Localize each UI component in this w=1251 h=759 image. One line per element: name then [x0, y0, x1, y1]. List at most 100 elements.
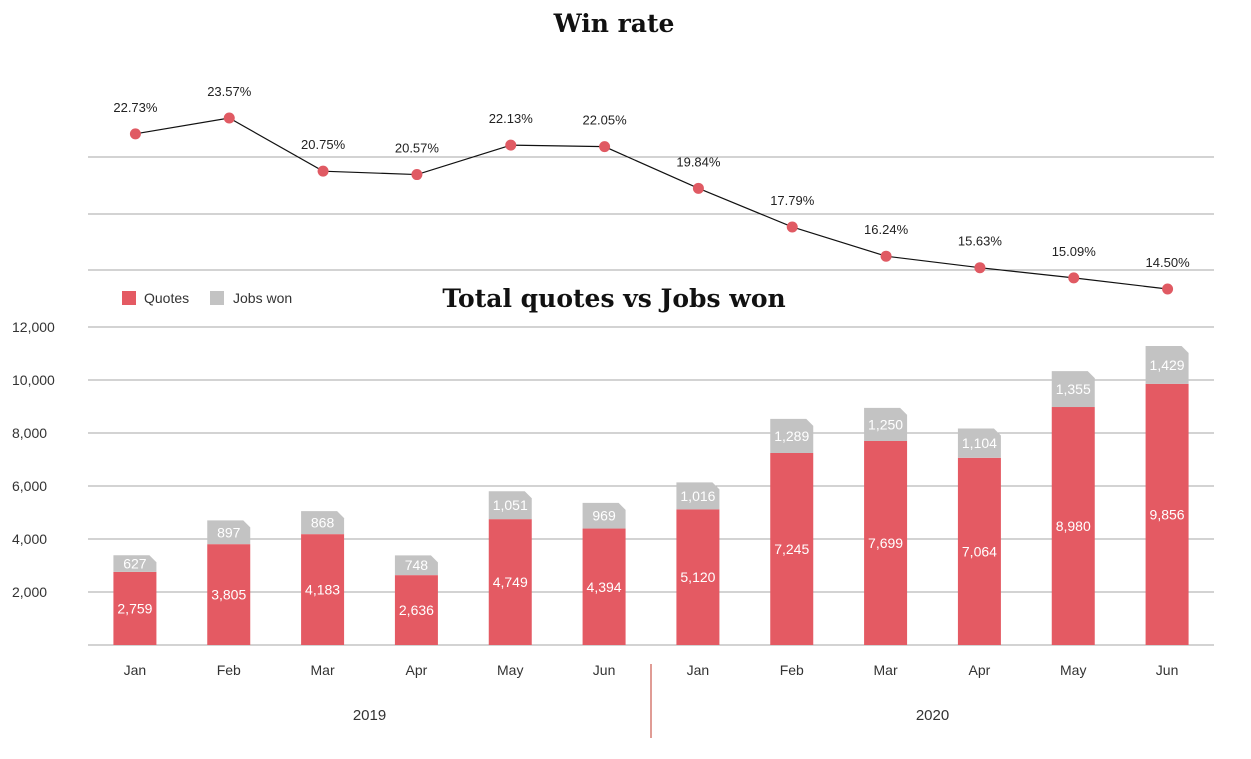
quotes-value-label: 4,183: [305, 582, 340, 598]
win-rate-point: [692, 182, 704, 194]
win-rate-point: [1162, 283, 1174, 295]
bar-quotes: [1051, 407, 1095, 645]
win-rate-label: 20.57%: [395, 141, 440, 156]
legend-label-quotes: Quotes: [144, 290, 189, 306]
year-group-label: 2020: [916, 707, 949, 724]
x-tick-label: Feb: [217, 662, 241, 678]
jobs-won-value-label: 897: [217, 524, 241, 540]
win-rate-point: [411, 169, 423, 181]
quotes-value-label: 7,245: [774, 541, 809, 557]
x-tick-label: Feb: [780, 662, 804, 678]
win-rate-point: [129, 128, 141, 140]
quotes-value-label: 4,749: [493, 574, 528, 590]
bar-jobs-won: [488, 491, 532, 520]
bar-quotes: [957, 457, 1001, 645]
x-tick-label: Jan: [687, 662, 710, 678]
bar-jobs-won: [676, 482, 720, 510]
bar-quotes: [113, 571, 157, 645]
jobs-won-value-label: 1,250: [868, 416, 903, 432]
year-group-label: 2019: [353, 707, 386, 724]
bar-jobs-won: [113, 555, 157, 572]
x-tick-label: May: [1060, 662, 1086, 678]
y-tick-label: 2,000: [12, 584, 47, 600]
win-rate-point: [317, 165, 329, 177]
jobs-won-value-label: 1,355: [1056, 381, 1091, 397]
quotes-value-label: 2,636: [399, 602, 434, 618]
win-rate-point: [505, 139, 517, 151]
quotes-value-label: 5,120: [680, 569, 715, 585]
bar-jobs-won: [770, 418, 814, 454]
bar-jobs-won: [864, 407, 908, 441]
grid-layer: [88, 156, 1214, 738]
text-layer: Win rate Total quotes vs Jobs won 2,000 4…: [12, 9, 1190, 724]
bar-jobs-won: [582, 502, 626, 529]
bar-quotes: [1145, 383, 1189, 645]
win-rate-point: [1068, 272, 1080, 284]
win-rate-label: 15.63%: [958, 234, 1003, 249]
jobs-won-value-label: 1,429: [1150, 357, 1185, 373]
jobs-won-value-label: 1,016: [680, 488, 715, 504]
quotes-value-label: 3,805: [211, 587, 246, 603]
legend-swatch-jobs-won: [210, 291, 224, 305]
jobs-won-value-label: 1,051: [493, 497, 528, 513]
bar-quotes: [301, 534, 345, 645]
bar-jobs-won: [957, 428, 1001, 458]
x-tick-label: Jan: [124, 662, 147, 678]
win-rate-point: [880, 250, 892, 262]
y-tick-label: 12,000: [12, 319, 55, 335]
y-tick-label: 10,000: [12, 372, 55, 388]
x-tick-label: Apr: [969, 662, 991, 678]
bar-quotes: [582, 528, 626, 645]
bar-jobs-won: [1051, 371, 1095, 408]
win-rate-label: 22.73%: [113, 100, 158, 115]
win-rate-label: 16.24%: [864, 222, 909, 237]
bars-layer: [113, 345, 1189, 645]
bar-jobs-won: [394, 555, 438, 576]
win-rate-label: 23.57%: [207, 84, 252, 99]
bar-quotes: [207, 544, 251, 645]
bar-quotes: [864, 440, 908, 645]
bar-quotes: [488, 519, 532, 645]
jobs-won-value-label: 627: [123, 556, 147, 572]
quotes-value-label: 4,394: [587, 579, 622, 595]
y-tick-label: 4,000: [12, 531, 47, 547]
win-rate-label: 14.50%: [1146, 255, 1191, 270]
jobs-won-value-label: 1,104: [962, 435, 997, 451]
y-tick-label: 8,000: [12, 425, 47, 441]
jobs-won-value-label: 868: [311, 515, 335, 531]
bar-jobs-won: [1145, 345, 1189, 384]
win-rate-point: [786, 221, 798, 233]
jobs-won-value-label: 969: [592, 508, 616, 524]
x-tick-label: Mar: [874, 662, 898, 678]
bar-quotes: [676, 509, 720, 645]
jobs-won-value-label: 1,289: [774, 428, 809, 444]
quotes-chart-title: Total quotes vs Jobs won: [442, 284, 785, 313]
bar-jobs-won: [301, 511, 345, 535]
x-tick-label: Apr: [406, 662, 428, 678]
quotes-value-label: 7,699: [868, 535, 903, 551]
x-tick-label: Jun: [593, 662, 616, 678]
quotes-value-label: 9,856: [1150, 506, 1185, 522]
y-tick-label: 6,000: [12, 478, 47, 494]
win-rate-line: [135, 117, 1168, 290]
win-rate-label: 22.05%: [583, 113, 628, 128]
win-rate-point: [974, 262, 986, 274]
legend-swatch-quotes: [122, 291, 136, 305]
x-tick-label: Mar: [311, 662, 335, 678]
win-rate-label: 19.84%: [676, 154, 721, 169]
win-rate-point: [223, 112, 235, 124]
win-rate-label: 15.09%: [1052, 244, 1097, 259]
win-rate-point: [599, 141, 611, 153]
bar-jobs-won: [207, 520, 251, 545]
jobs-won-value-label: 748: [405, 557, 429, 573]
x-tick-label: Jun: [1156, 662, 1179, 678]
x-tick-label: May: [497, 662, 523, 678]
win-rate-label: 22.13%: [489, 111, 534, 126]
win-rate-label: 17.79%: [770, 193, 815, 208]
quotes-value-label: 2,759: [117, 600, 152, 616]
bar-quotes: [770, 453, 814, 645]
line-layer: [129, 112, 1174, 295]
quotes-value-label: 7,064: [962, 543, 997, 559]
